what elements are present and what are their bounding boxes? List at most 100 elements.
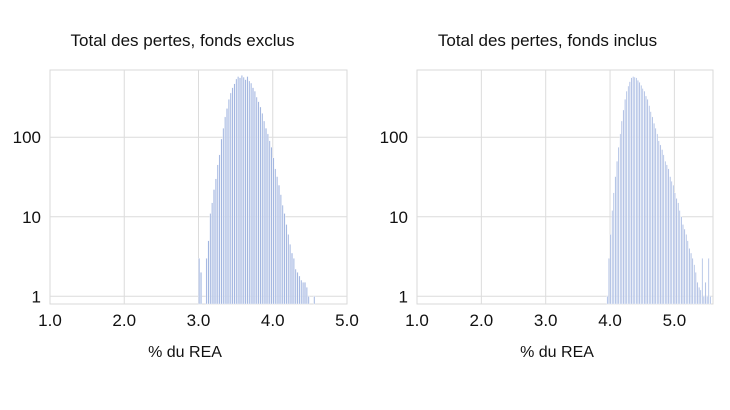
histogram-bar xyxy=(680,216,683,305)
histogram-bar xyxy=(616,160,618,305)
histogram-bar xyxy=(226,108,228,305)
histogram-bar xyxy=(231,87,234,305)
histogram-bar xyxy=(233,83,236,305)
histogram-bar xyxy=(672,184,675,305)
histogram-bar xyxy=(261,113,264,305)
x-axis-label: % du REA xyxy=(520,344,594,361)
histogram-bar xyxy=(237,76,240,305)
histogram-bar xyxy=(213,189,215,305)
histogram-bar xyxy=(235,78,238,305)
histogram-bar xyxy=(263,120,266,305)
histogram-bar xyxy=(242,76,245,305)
histogram-bar xyxy=(283,213,286,305)
chart-panel-fonds-exclus: Total des pertes, fonds exclus 1.0 2.0 3.0… xyxy=(13,31,359,361)
histogram-bar xyxy=(220,138,223,305)
histogram-bar xyxy=(648,105,650,305)
histogram-bar xyxy=(209,213,212,305)
histogram-bar xyxy=(248,80,251,305)
histogram-bar xyxy=(254,90,256,305)
y-tick-label: 10 xyxy=(22,208,41,227)
histogram-bar xyxy=(205,258,208,305)
histogram-bar xyxy=(696,282,699,305)
histogram-bar xyxy=(614,176,617,305)
x-tick-label: 3.0 xyxy=(534,311,558,330)
histogram-bar xyxy=(690,252,692,305)
histogram-bar xyxy=(691,258,694,305)
histogram-bar xyxy=(215,178,217,305)
histogram-bar xyxy=(685,234,687,305)
histogram-bar xyxy=(703,296,705,305)
x-tick-label: 4.0 xyxy=(261,311,285,330)
histogram-bar xyxy=(659,144,662,305)
histogram-bar xyxy=(701,258,704,305)
histogram-bar xyxy=(682,224,684,305)
histogram-bar xyxy=(629,81,631,305)
histogram-bar xyxy=(241,75,243,305)
y-tick-label: 1 xyxy=(399,287,408,306)
histogram-bar xyxy=(661,149,663,305)
histogram-bar xyxy=(287,234,290,305)
histogram-bar xyxy=(218,154,221,305)
histogram-bar xyxy=(279,194,282,305)
histogram-bar xyxy=(613,192,615,305)
histogram-bar xyxy=(658,140,660,305)
histogram-bar xyxy=(662,154,665,305)
histogram-bar xyxy=(683,228,686,305)
histogram-bar xyxy=(239,77,241,305)
x-tick-label: 1.0 xyxy=(38,311,62,330)
histogram-bar xyxy=(265,127,267,305)
histogram-bar xyxy=(211,202,214,305)
histogram-bar xyxy=(313,296,316,305)
chart-panel-fonds-inclus: Total des pertes, fonds inclus 1.0 2.0 3.0… xyxy=(365,0,730,410)
histogram-bar xyxy=(198,258,201,305)
histogram-bar xyxy=(646,99,649,305)
histogram-bar xyxy=(294,268,297,305)
y-tick-label: 100 xyxy=(380,128,408,147)
histogram-bar xyxy=(693,264,695,305)
histogram-bar xyxy=(291,252,293,305)
histogram-bar xyxy=(625,90,628,305)
histogram-bar xyxy=(630,77,633,305)
histogram-bar xyxy=(608,258,610,305)
histogram-bar xyxy=(654,127,657,305)
histogram-bar xyxy=(637,80,639,305)
histogram-bar xyxy=(292,258,295,305)
histogram-bar xyxy=(670,181,673,305)
histogram-bar xyxy=(216,164,219,305)
histogram-bar xyxy=(200,272,202,305)
histogram-bar xyxy=(675,198,678,305)
histogram-bar xyxy=(624,99,626,305)
histogram-bar xyxy=(687,240,689,305)
x-axis-label: % du REA xyxy=(148,344,222,361)
histogram-bar xyxy=(224,116,227,305)
histogram-plot: 1.0 2.0 3.0 4.0 5.0 1 10 100 xyxy=(13,69,359,330)
histogram-bar xyxy=(268,140,271,305)
histogram-bar xyxy=(246,76,249,305)
histogram-bar xyxy=(621,120,623,305)
histogram-plot: 1.0 2.0 3.0 4.0 5.0 1 10 100 xyxy=(380,69,714,330)
histogram-bar xyxy=(627,85,630,305)
histogram-bar xyxy=(229,92,232,305)
histogram-bar xyxy=(667,168,670,305)
histogram-bar xyxy=(298,275,301,305)
histogram-bar xyxy=(289,244,291,305)
histogram-bar xyxy=(257,101,260,305)
histogram-bar xyxy=(638,82,641,305)
histogram-bar xyxy=(666,164,668,305)
y-tick-label: 10 xyxy=(389,208,408,227)
histogram-bar xyxy=(651,116,654,305)
histogram-bar xyxy=(255,96,258,305)
histogram-bar xyxy=(635,77,638,305)
histogram-bar xyxy=(633,76,636,305)
histogram-bar xyxy=(664,160,667,305)
histogram-bar xyxy=(272,157,275,305)
histogram-bar xyxy=(645,95,647,305)
y-tick-label: 1 xyxy=(32,287,41,306)
x-tick-label: 5.0 xyxy=(335,311,359,330)
histogram-bar xyxy=(709,296,712,305)
histogram-bar xyxy=(669,176,671,305)
histogram-bar xyxy=(606,296,609,305)
x-tick-label: 2.0 xyxy=(470,311,494,330)
histogram-bar xyxy=(656,133,658,305)
